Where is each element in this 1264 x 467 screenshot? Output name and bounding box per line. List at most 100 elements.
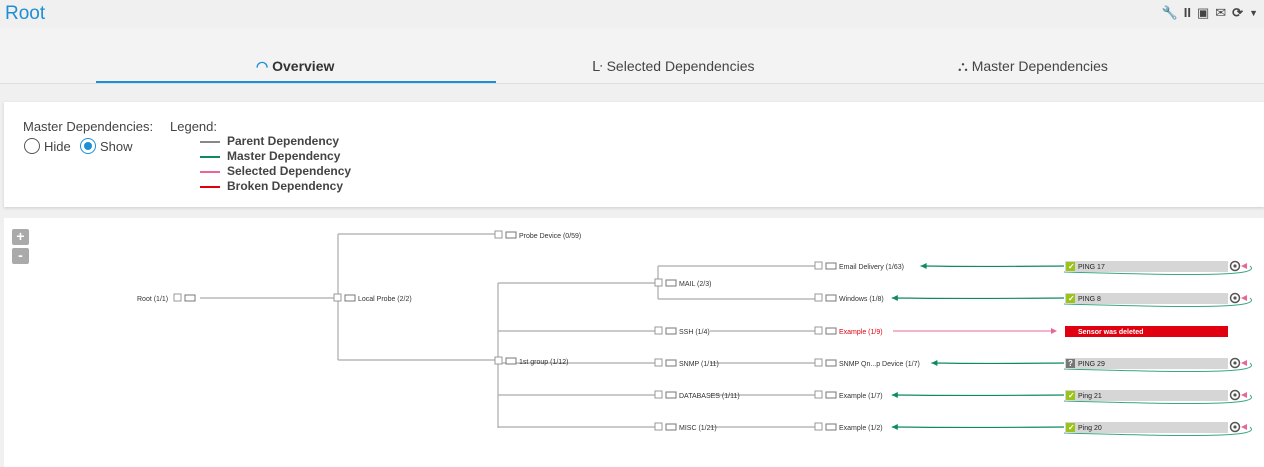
node-label[interactable]: DATABASES (1/11) (679, 393, 740, 400)
node-label[interactable]: Example (1/9) (839, 329, 883, 336)
device-icon (825, 423, 837, 431)
node-label[interactable]: MISC (1/21) (679, 425, 717, 432)
device-icon (825, 391, 837, 399)
node-label[interactable]: Probe Device (0/59) (519, 233, 581, 240)
arrow-icon (891, 295, 898, 301)
arrow-icon (1241, 295, 1247, 301)
target-icon-center (1233, 296, 1237, 300)
collapse-toggle[interactable] (814, 422, 823, 431)
tab-label: Selected Dependencies (606, 58, 755, 74)
arrow-icon (891, 424, 898, 430)
dependency-icon: ᒷ (592, 58, 603, 74)
collapse-toggle[interactable] (654, 326, 663, 335)
sensor-box[interactable] (1065, 261, 1228, 272)
node-label[interactable]: SNMP Qn...p Device (1/7) (839, 361, 920, 368)
master-dependency-line (1063, 265, 1252, 275)
arrow-icon (1241, 424, 1247, 430)
node-label[interactable]: MAIL (2/3) (679, 281, 711, 288)
arrow-icon (891, 392, 898, 398)
collapse-toggle[interactable] (654, 358, 663, 367)
collapse-toggle[interactable] (654, 390, 663, 399)
legend-broken: Broken Dependency (200, 179, 343, 193)
tab-bar: ◠ Overview ᒷ Selected Dependencies ⛬ Mas… (0, 28, 1264, 84)
node-label[interactable]: SSH (1/4) (679, 329, 710, 336)
tab-overview[interactable]: ◠ Overview (256, 58, 334, 75)
collapse-toggle[interactable] (494, 356, 503, 365)
sensor-label: Ping 20 (1078, 425, 1102, 432)
hide-label: Hide (44, 139, 71, 154)
master-dependencies-label: Master Dependencies: (23, 119, 154, 134)
sensor-label: PING 8 (1078, 296, 1101, 303)
status-glyph: ✓ (1068, 423, 1075, 432)
sensor-box[interactable] (1065, 390, 1228, 401)
master-dependency-line (1063, 394, 1252, 404)
status-glyph: ✓ (1068, 262, 1075, 271)
zoom-in-button[interactable]: + (12, 229, 29, 245)
wrench-icon[interactable]: 🔧 (1161, 5, 1178, 20)
root-icon (184, 294, 196, 302)
refresh-icon[interactable]: ⟳ (1232, 5, 1244, 20)
dropdown-icon[interactable]: ▼ (1249, 8, 1258, 18)
legend-parent: Parent Dependency (200, 134, 339, 148)
sensor-box[interactable] (1065, 358, 1228, 369)
collapse-toggle[interactable] (814, 326, 823, 335)
node-label[interactable]: Example (1/2) (839, 425, 883, 432)
target-icon-center (1233, 264, 1237, 268)
collapse-toggle[interactable] (814, 390, 823, 399)
sensor-label: Ping 21 (1078, 393, 1102, 400)
legend-panel: Master Dependencies: Hide Show Legend: P… (4, 102, 1264, 207)
collapse-toggle[interactable] (173, 293, 182, 302)
device-icon (825, 262, 837, 270)
collapse-toggle[interactable] (814, 261, 823, 270)
tab-master-dependencies[interactable]: ⛬ Master Dependencies (958, 58, 1108, 75)
page-title: Root (5, 3, 46, 24)
collapse-toggle[interactable] (494, 230, 503, 239)
header: Root 🔧 II ▣ ✉ ⟳ ▼ (0, 0, 1264, 28)
collapse-toggle[interactable] (654, 422, 663, 431)
node-label[interactable]: Windows (1/8) (839, 296, 884, 303)
tab-selected-dependencies[interactable]: ᒷ Selected Dependencies (592, 58, 754, 75)
group-icon (665, 391, 677, 399)
master-dependency-line (1063, 426, 1252, 436)
show-radio[interactable] (80, 138, 96, 154)
arrow-icon (1241, 360, 1247, 366)
zoom-out-button[interactable]: - (12, 248, 29, 264)
collapse-toggle[interactable] (654, 278, 663, 287)
target-icon-center (1233, 393, 1237, 397)
device-icon (825, 327, 837, 335)
hierarchy-icon: ⛬ (958, 58, 968, 74)
arrow-icon (1241, 263, 1247, 269)
device-icon (505, 231, 517, 239)
collapse-toggle[interactable] (333, 293, 342, 302)
legend-selected: Selected Dependency (200, 164, 351, 178)
tab-label: Overview (272, 58, 335, 74)
node-label[interactable]: Local Probe (2/2) (358, 296, 412, 303)
sensor-label: Sensor was deleted (1078, 329, 1143, 336)
dependency-diagram[interactable]: + - Root (1/1) Local Probe (2/2) Probe Dev… (4, 218, 1264, 467)
group-icon (665, 327, 677, 335)
deleted-sensor-box (1065, 326, 1228, 337)
master-dependency-line (1063, 362, 1252, 372)
sensor-box[interactable] (1065, 422, 1228, 433)
node-label[interactable]: Example (1/7) (839, 393, 883, 400)
group-icon (665, 423, 677, 431)
node-label[interactable]: 1st group (1/12) (519, 359, 568, 366)
email-icon[interactable]: ✉ (1215, 5, 1227, 20)
node-label[interactable]: SNMP (1/11) (679, 361, 719, 368)
collapse-toggle[interactable] (814, 293, 823, 302)
pause-icon[interactable]: II (1183, 5, 1191, 20)
sensor-label: PING 29 (1078, 361, 1105, 368)
sensor-box[interactable] (1065, 293, 1228, 304)
legend-label: Legend: (170, 119, 217, 134)
tab-label: Master Dependencies (971, 58, 1108, 74)
active-tab-indicator (96, 81, 496, 83)
add-report-icon[interactable]: ▣ (1196, 5, 1210, 20)
status-glyph: ✓ (1068, 391, 1075, 400)
arrow-icon (931, 360, 938, 366)
hide-radio[interactable] (24, 138, 40, 154)
device-icon (825, 294, 837, 302)
device-icon (825, 359, 837, 367)
collapse-toggle[interactable] (814, 358, 823, 367)
check-icon (1066, 391, 1075, 400)
node-label[interactable]: Email Delivery (1/63) (839, 264, 904, 271)
